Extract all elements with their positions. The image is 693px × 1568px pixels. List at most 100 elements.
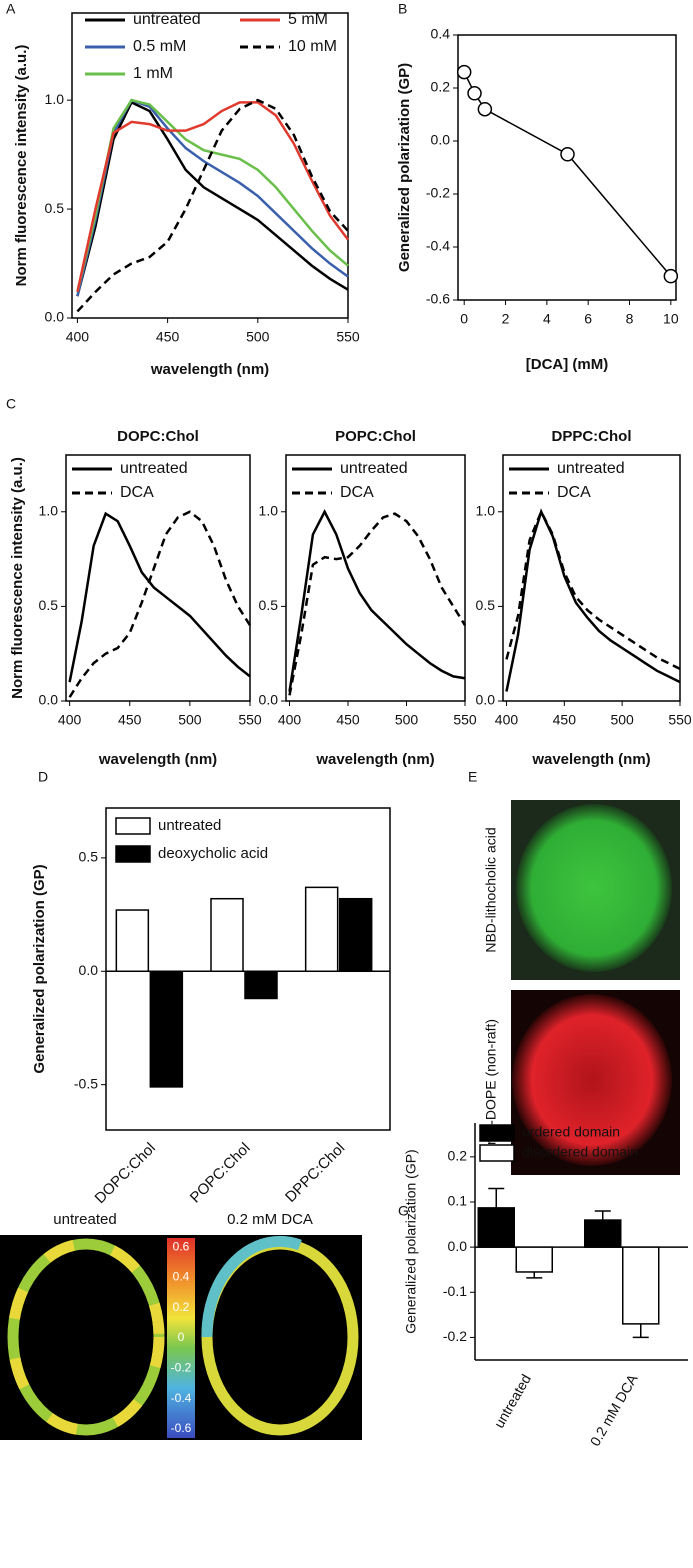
panel-label: B bbox=[398, 1, 407, 17]
x-tick-label: 6 bbox=[584, 311, 592, 327]
ring bbox=[201, 1235, 302, 1338]
y-tick-label: 0.5 bbox=[39, 597, 59, 613]
plot-frame bbox=[502, 454, 681, 702]
plot-frame bbox=[71, 12, 349, 319]
x-tick-label: DOPC:Chol bbox=[92, 1140, 159, 1207]
series-line bbox=[76, 100, 349, 297]
colorbar-tick-label: 0.2 bbox=[173, 1300, 190, 1314]
y-tick-label: 0.5 bbox=[79, 849, 99, 865]
point bbox=[663, 268, 679, 284]
image-title: untreated bbox=[53, 1211, 116, 1228]
y-tick-label: 1.0 bbox=[476, 502, 496, 518]
x-axis-label: wavelength (nm) bbox=[531, 751, 650, 768]
y-tick-label: 0.0 bbox=[448, 1238, 468, 1254]
panel-label: E bbox=[468, 769, 477, 785]
x-tick-label: 500 bbox=[246, 329, 270, 345]
x-tick-label: POPC:Chol bbox=[187, 1140, 254, 1207]
x-tick-label: 400 bbox=[278, 712, 302, 728]
chart-title: POPC:Chol bbox=[335, 428, 416, 445]
y-tick-label: 0.2 bbox=[431, 79, 451, 95]
legend-label: 10 mM bbox=[288, 38, 337, 55]
x-tick-label: 450 bbox=[156, 329, 180, 345]
bar bbox=[584, 1219, 622, 1248]
bar bbox=[622, 1246, 660, 1325]
x-tick-label: 400 bbox=[58, 712, 82, 728]
y-tick-label: 0.2 bbox=[448, 1148, 468, 1164]
point bbox=[467, 86, 482, 101]
bar bbox=[304, 886, 339, 973]
plot-frame bbox=[285, 454, 466, 702]
colorbar-tick-label: 0.4 bbox=[173, 1270, 190, 1284]
legend-label: 1 mM bbox=[133, 65, 173, 82]
error-bar bbox=[594, 1210, 611, 1221]
y-tick-label: 0.0 bbox=[259, 692, 279, 708]
legend-label: untreated bbox=[340, 460, 408, 477]
plot-frame bbox=[105, 807, 391, 1131]
legend-swatch bbox=[479, 1124, 515, 1142]
y-tick-label: 0.0 bbox=[476, 692, 496, 708]
x-axis-label: wavelength (nm) bbox=[150, 361, 269, 378]
plots: 0.0 0.5 1.0 Norm fluorescence intensity (a.… bbox=[9, 11, 692, 1449]
legend-label: DCA bbox=[340, 484, 374, 501]
bar bbox=[115, 909, 150, 973]
x-tick-label: 400 bbox=[495, 712, 519, 728]
y-tick-label: -0.6 bbox=[426, 291, 450, 307]
x-axis-label: wavelength (nm) bbox=[315, 751, 434, 768]
point bbox=[477, 101, 493, 117]
colorbar bbox=[167, 1238, 195, 1438]
legend-swatch bbox=[115, 817, 151, 835]
y-axis-label: Norm fluorescence intensity (a.u.) bbox=[9, 457, 26, 699]
x-tick-label: 10 bbox=[663, 311, 679, 327]
y-tick-label: -0.2 bbox=[426, 185, 450, 201]
y-tick-label: 0.0 bbox=[39, 692, 59, 708]
x-tick-label: 500 bbox=[610, 712, 634, 728]
bar bbox=[338, 897, 373, 973]
series-line bbox=[505, 508, 681, 670]
error-bar bbox=[488, 1187, 505, 1208]
bar bbox=[515, 1246, 553, 1273]
y-axis-label: Generalized polarization (GP) bbox=[403, 1149, 419, 1333]
x-tick-label: 0.2 mM DCA bbox=[587, 1371, 641, 1449]
legend-label: 0.5 mM bbox=[133, 38, 186, 55]
y-tick-label: -0.5 bbox=[74, 1075, 98, 1091]
chart-title: DPPC:Chol bbox=[552, 428, 632, 445]
y-tick-label: 1.0 bbox=[45, 91, 65, 107]
x-tick-label: 500 bbox=[178, 712, 202, 728]
chart-title: DOPC:Chol bbox=[117, 428, 199, 445]
panel-label: C bbox=[6, 396, 16, 412]
connector bbox=[463, 71, 672, 277]
y-tick-label: 0.1 bbox=[448, 1193, 468, 1209]
colorbar-tick-label: 0.6 bbox=[173, 1239, 190, 1253]
point bbox=[456, 64, 472, 80]
x-tick-label: 550 bbox=[453, 712, 477, 728]
bar bbox=[149, 970, 184, 1088]
x-axis-label: wavelength (nm) bbox=[98, 751, 217, 768]
error-bar bbox=[526, 1271, 543, 1279]
series-line bbox=[76, 101, 349, 293]
x-tick-label: 400 bbox=[66, 329, 90, 345]
y-axis-label: Generalized polarization (GP) bbox=[396, 63, 413, 272]
x-tick-label: 2 bbox=[502, 311, 510, 327]
series-line bbox=[505, 508, 681, 692]
vesicle bbox=[512, 994, 672, 1166]
point bbox=[560, 147, 575, 162]
y-axis-label: Generalized polarization (GP) bbox=[31, 864, 48, 1073]
x-tick-label: DPPC:Chol bbox=[282, 1140, 348, 1206]
bar bbox=[477, 1207, 515, 1248]
y-tick-label: 0.0 bbox=[431, 132, 451, 148]
colorbar-tick-label: 0 bbox=[178, 1330, 185, 1344]
legend-label: deoxycholic acid bbox=[158, 845, 268, 862]
colorbar-tick-label: -0.4 bbox=[171, 1391, 192, 1405]
legend-label: disordered domain bbox=[522, 1144, 638, 1160]
bar bbox=[210, 897, 244, 973]
image-label: rho-DOPE (non-raft) bbox=[483, 1019, 499, 1145]
y-tick-label: 0.5 bbox=[259, 597, 279, 613]
legend-label: 5 mM bbox=[288, 11, 328, 28]
x-tick-label: 450 bbox=[118, 712, 142, 728]
x-tick-label: 550 bbox=[238, 712, 262, 728]
series-line bbox=[288, 512, 467, 696]
legend-label: DCA bbox=[120, 484, 154, 501]
panel-label: D bbox=[38, 769, 48, 785]
x-tick-label: 550 bbox=[668, 712, 692, 728]
